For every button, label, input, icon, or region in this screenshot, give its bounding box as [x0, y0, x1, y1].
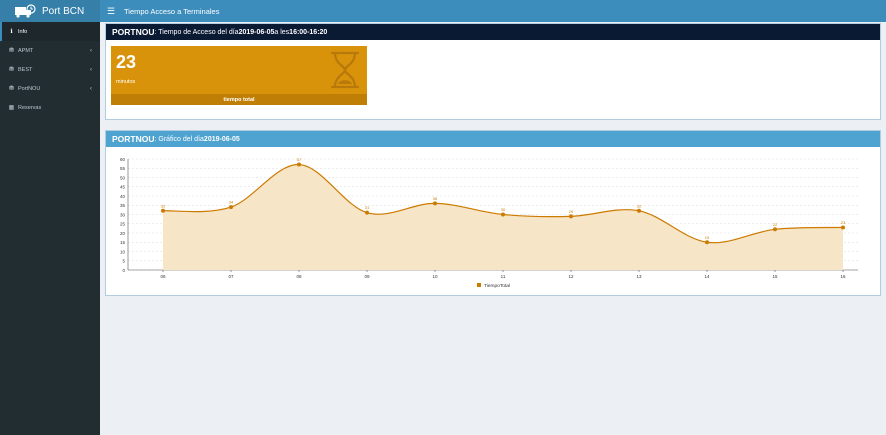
truck-icon: ⛃ — [8, 67, 15, 73]
data-point — [161, 208, 165, 213]
y-tick-label: 10 — [120, 249, 126, 254]
x-tick-label: 13 — [636, 274, 642, 279]
data-label: 22 — [773, 222, 778, 227]
page-title: Tiempo Acceso a Terminales — [124, 6, 220, 16]
chevron-left-icon: ‹ — [90, 66, 92, 73]
truck-icon: ⛃ — [8, 48, 15, 54]
sidebar-item-label: BEST — [18, 66, 33, 73]
data-label: 36 — [433, 196, 438, 201]
y-tick-label: 40 — [120, 194, 126, 199]
summary-date: 2019-06-05 — [238, 28, 275, 36]
sidebar-item-label: APMT — [18, 47, 34, 54]
x-tick-label: 08 — [296, 274, 302, 279]
y-tick-label: 5 — [122, 259, 125, 264]
chart-terminal-name: PORTNOU — [112, 134, 155, 144]
legend-label: TiempoTotal — [484, 283, 510, 289]
y-tick-label: 35 — [120, 203, 126, 208]
time-chart: 0 5 10 15 20 25 30 35 40 45 50 55 60 06 07 08 09 10 11 12 13… — [106, 147, 880, 295]
data-label: 29 — [569, 209, 574, 214]
chart-box-header: PORTNOU: Gráfico del día 2019-06-05 — [106, 131, 880, 147]
data-point — [229, 205, 233, 210]
info-icon: ℹ — [10, 29, 13, 35]
x-tick-label: 15 — [772, 274, 778, 279]
x-tick-label: 16 — [840, 274, 846, 279]
legend-swatch — [477, 283, 481, 287]
data-point — [365, 210, 369, 215]
data-label: 31 — [365, 205, 370, 210]
total-time-value: 23 — [116, 52, 137, 72]
x-tick-label: 10 — [432, 274, 438, 279]
top-navbar: ☰ Tiempo Acceso a Terminales — [100, 0, 886, 22]
y-tick-label: 60 — [120, 157, 126, 162]
header-text-middle: a les — [274, 28, 290, 36]
y-tick-label: 30 — [120, 212, 126, 217]
data-label: 32 — [161, 203, 166, 208]
terminal-name: PORTNOU — [112, 27, 155, 37]
header-text-prefix: : Tiempo de Acceso del día — [154, 28, 239, 36]
summary-box-header: PORTNOU: Tiempo de Acceso del día 2019-0… — [106, 24, 880, 40]
x-tick-label: 11 — [501, 274, 506, 279]
x-tick-label: 07 — [228, 274, 234, 279]
chart-box: PORTNOU: Gráfico del día 2019-06-05 0 5 10… — [105, 130, 881, 296]
data-label: 30 — [501, 207, 506, 212]
chevron-left-icon: ‹ — [90, 85, 92, 92]
y-tick-label: 20 — [120, 231, 126, 236]
sidebar-item-portnou[interactable]: ⛃ PortNOU ‹ — [0, 79, 100, 98]
sidebar-item-reservas[interactable]: ▦ Reservas — [0, 98, 100, 117]
sidebar-item-label: Info — [18, 28, 28, 35]
x-tick-label: 09 — [364, 274, 370, 279]
data-point — [569, 214, 573, 219]
y-tick-label: 50 — [120, 175, 126, 180]
truck-clock-icon — [15, 4, 36, 18]
y-tick-label: 55 — [120, 166, 126, 171]
chart-header-prefix: : Gráfico del día — [154, 135, 204, 143]
data-label: 15 — [705, 235, 710, 240]
data-label: 34 — [229, 200, 234, 205]
data-point — [297, 162, 301, 167]
data-point — [501, 212, 505, 217]
data-label: 23 — [841, 220, 846, 225]
app-logo[interactable]: Port BCN — [0, 0, 100, 22]
data-point — [637, 208, 641, 213]
data-label: 32 — [637, 203, 642, 208]
total-time-footer[interactable]: tiempo total — [111, 94, 367, 105]
y-tick-label: 15 — [120, 240, 126, 245]
hourglass-icon — [330, 51, 360, 89]
sidebar: ℹ Info ⛃ APMT ‹ ⛃ BEST ‹ ⛃ PortNOU ‹ ▦ R… — [0, 22, 100, 435]
menu-toggle-icon[interactable]: ☰ — [106, 5, 116, 16]
x-tick-label: 14 — [704, 274, 710, 279]
sidebar-item-best[interactable]: ⛃ BEST ‹ — [0, 60, 100, 79]
time-chart-svg: 0 5 10 15 20 25 30 35 40 45 50 55 60 06 07 08 09 10 11 12 13… — [120, 157, 858, 289]
app-name: Port BCN — [42, 5, 85, 17]
y-tick-label: 45 — [120, 185, 126, 190]
data-point — [773, 227, 777, 232]
sidebar-item-apmt[interactable]: ⛃ APMT ‹ — [0, 41, 100, 60]
y-tick-label: 25 — [120, 222, 126, 227]
data-label: 57 — [297, 157, 302, 162]
chevron-left-icon: ‹ — [90, 47, 92, 54]
sidebar-item-label: PortNOU — [18, 85, 41, 92]
sidebar-item-label: Reservas — [18, 104, 42, 111]
summary-box: PORTNOU: Tiempo de Acceso del día 2019-0… — [105, 23, 881, 120]
sidebar-item-info[interactable]: ℹ Info — [0, 22, 100, 41]
series-area — [163, 164, 843, 270]
calendar-icon: ▦ — [8, 105, 15, 111]
truck-icon: ⛃ — [8, 86, 15, 92]
total-time-unit: minutos — [116, 79, 136, 85]
data-point — [841, 225, 845, 230]
chart-date: 2019-06-05 — [203, 135, 240, 143]
summary-time-range: 16:00-16:20 — [289, 28, 328, 36]
data-point — [433, 201, 437, 206]
total-time-tile: 23 minutos tiempo total — [111, 46, 367, 105]
data-point — [705, 240, 709, 245]
x-tick-label: 06 — [160, 274, 166, 279]
x-tick-label: 12 — [568, 274, 574, 279]
y-tick-label: 0 — [122, 268, 125, 273]
